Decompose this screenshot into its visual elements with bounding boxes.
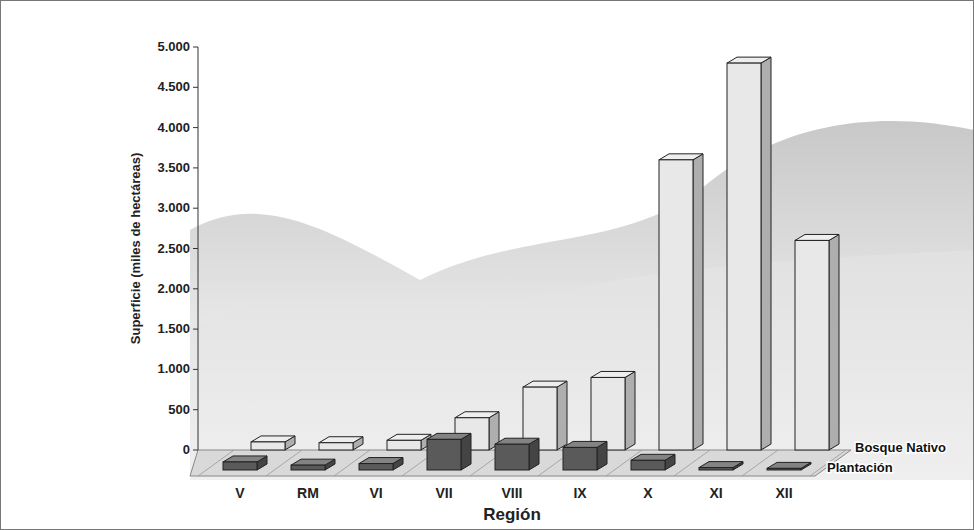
bar-side [829,234,839,450]
y-axis-title: Superficie (miles de hectáreas) [128,153,143,344]
bar-top [291,459,335,465]
bar [495,444,529,470]
bar [659,160,693,450]
y-tick-label: 3.000 [157,200,190,215]
bar [359,464,393,470]
x-tick-label: V [235,485,245,501]
bar [251,442,285,450]
bar [291,465,325,470]
x-axis-title: Región [483,505,541,524]
bar [563,447,597,470]
bar-top [699,462,743,468]
x-tick-label: VII [435,485,452,501]
bar-top [631,454,675,460]
y-tick-label: 0 [183,442,190,457]
bar-top [495,438,539,444]
bar-top [319,437,363,443]
bar-top [523,381,567,387]
bar [591,377,625,450]
y-tick-label: 5.000 [157,39,190,54]
bar [631,460,665,470]
y-tick-label: 1.500 [157,321,190,336]
bar-side [761,57,771,450]
bar-top [767,462,811,468]
x-tick-label: XII [775,485,792,501]
bar [767,468,801,470]
y-tick-label: 1.000 [157,361,190,376]
y-tick-label: 2.000 [157,281,190,296]
bar-top [251,436,295,442]
bar-side [625,371,635,450]
bar-side [693,154,703,450]
chart: 0 500 1.000 1.500 2.000 2.500 3.000 3.500 4.000 4… [0,0,974,530]
frame [1,1,974,530]
bar [427,439,461,470]
y-tick-label: 2.500 [157,241,190,256]
x-tick-label: XI [709,485,722,501]
y-tick [193,248,198,249]
bar-top [563,441,607,447]
bar-top [223,456,267,462]
y-tick-label: 4.500 [157,79,190,94]
y-tick [193,450,198,451]
y-tick [193,87,198,88]
bar-top [455,412,499,418]
floor-divider [742,450,778,476]
y-tick-label: 500 [168,402,190,417]
y-tick [193,167,198,168]
floor-divider [674,450,710,476]
bar [223,462,257,470]
bar-side [557,381,567,450]
bar [319,443,353,450]
y-tick [193,47,198,48]
y-tick [193,127,198,128]
x-tick-label: RM [297,485,319,501]
y-tick [193,288,198,289]
hill-back [190,121,974,480]
x-tick-label: VIII [501,485,522,501]
y-tick [193,409,198,410]
background [0,0,974,530]
bar-top [659,154,703,160]
bar [795,240,829,450]
bar-top [795,234,839,240]
hill-front [190,250,974,480]
legend-label: Plantación [827,460,893,475]
bars [223,57,839,470]
bar-top [591,371,635,377]
y-tick [193,369,198,370]
y-tick-label: 3.500 [157,160,190,175]
x-tick-label: X [643,485,653,501]
legend-label: Bosque Nativo [855,440,946,455]
bar-top [727,57,771,63]
y-tick-label: 4.000 [157,120,190,135]
bar-top [387,434,431,440]
x-tick-label: IX [573,485,587,501]
x-tick-label: VI [369,485,382,501]
bar-top [359,458,403,464]
y-tick [193,329,198,330]
bar [387,440,421,450]
bar-top [427,433,471,439]
bar [727,63,761,450]
y-tick [193,208,198,209]
bar [699,468,733,470]
